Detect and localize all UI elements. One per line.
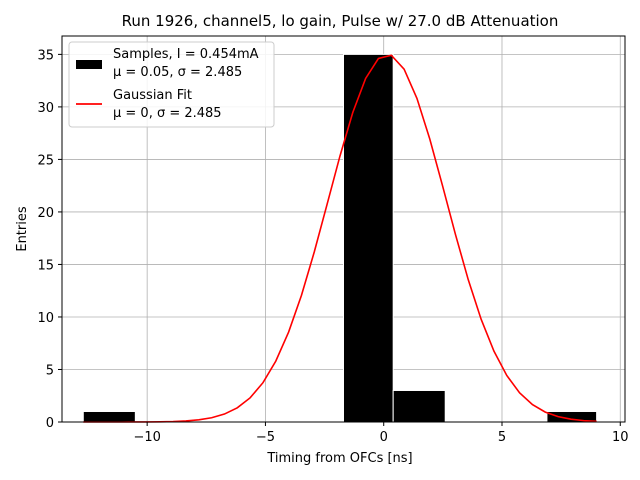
- x-tick-label-1: −5: [256, 430, 275, 445]
- y-tick-label-2: 10: [37, 311, 54, 326]
- legend-histogram-label: Samples, I = 0.454mA: [113, 47, 259, 62]
- legend-histogram-stats: μ = 0.05, σ = 2.485: [113, 65, 242, 80]
- histogram-bar-2: [392, 389, 446, 423]
- y-tick-label-5: 25: [37, 153, 54, 168]
- x-tick-label-4: 10: [612, 430, 629, 445]
- plot-frame: [61, 35, 626, 423]
- x-tick-label-2: 0: [380, 430, 388, 445]
- legend-box: [68, 41, 275, 128]
- x-axis-label: Timing from OFCs [ns]: [266, 451, 412, 466]
- y-tick-label-6: 30: [37, 101, 54, 116]
- y-axis-ticks: 0 5 10 15 20 25 30 35: [37, 48, 62, 431]
- chart-title: Run 1926, channel5, lo gain, Pulse w/ 27…: [122, 12, 559, 30]
- x-tick-label-0: −10: [133, 430, 160, 445]
- y-tick-label-3: 15: [37, 258, 54, 273]
- histogram-bar-1: [343, 53, 394, 423]
- legend: Samples, I = 0.454mA μ = 0.05, σ = 2.485…: [68, 41, 275, 128]
- y-tick-label-1: 5: [46, 363, 54, 378]
- y-tick-label-7: 35: [37, 48, 54, 63]
- legend-histogram-swatch: [76, 60, 102, 69]
- y-axis-label: Entries: [15, 206, 30, 252]
- y-tick-label-4: 20: [37, 206, 54, 221]
- y-tick-label-0: 0: [46, 416, 54, 431]
- legend-fit-label: Gaussian Fit: [113, 88, 192, 103]
- x-axis-ticks: −10 −5 0 5 10: [133, 422, 629, 445]
- histogram-bar-0: [82, 410, 136, 423]
- x-tick-label-3: 5: [498, 430, 506, 445]
- legend-fit-stats: μ = 0, σ = 2.485: [113, 106, 222, 121]
